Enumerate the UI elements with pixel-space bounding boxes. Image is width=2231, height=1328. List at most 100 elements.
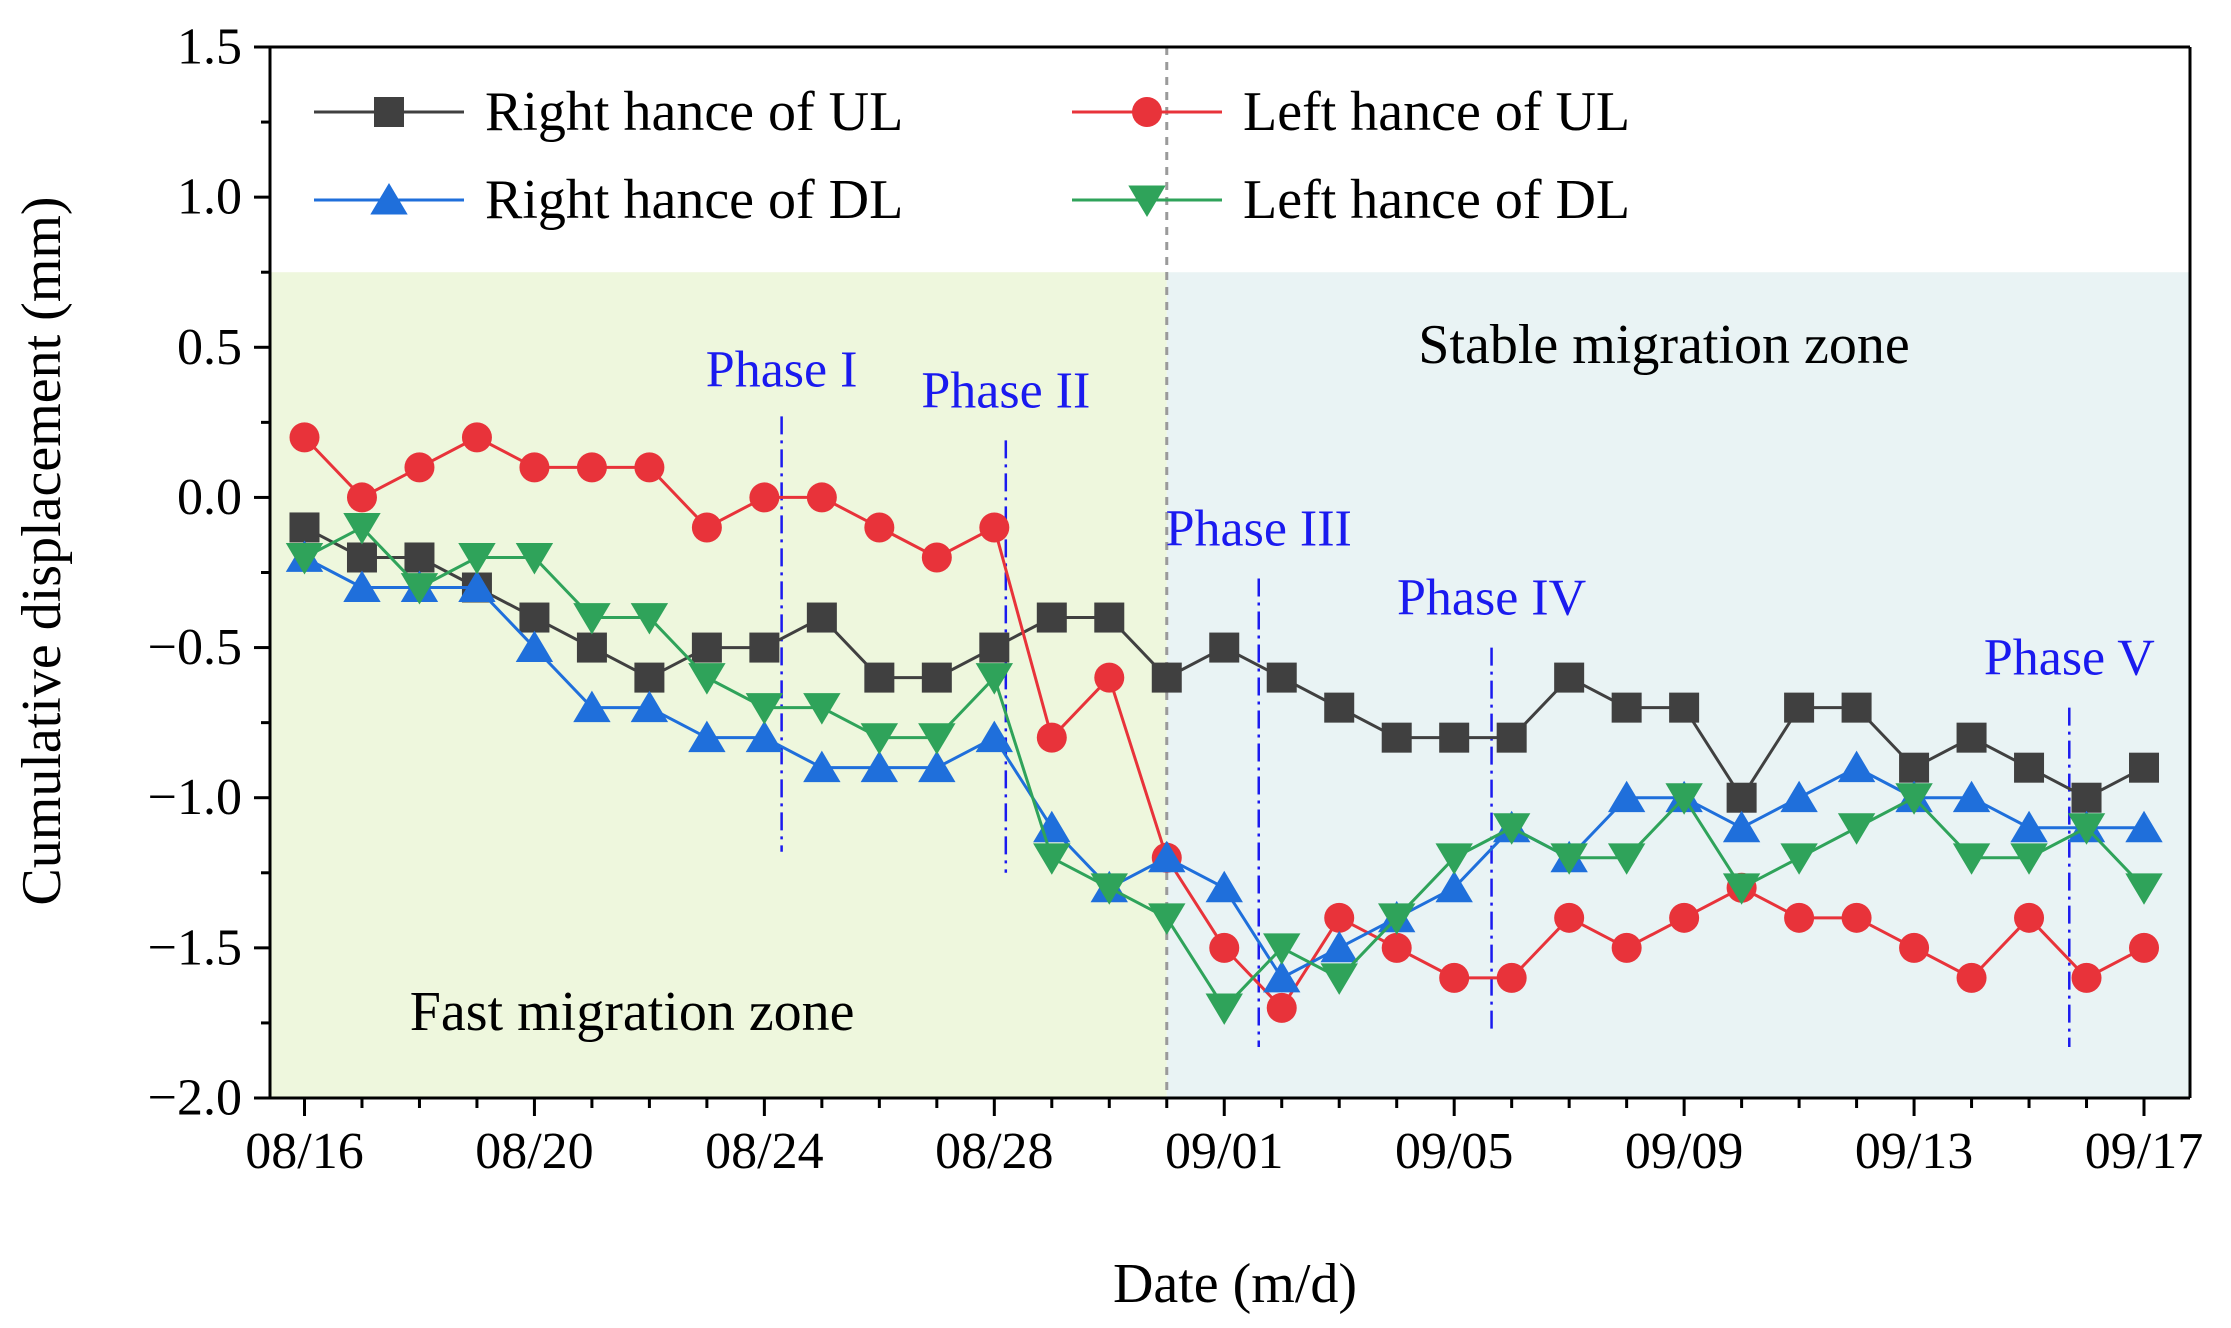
phase-label-2: Phase II [921, 362, 1090, 419]
data-point [688, 663, 726, 695]
legend-marker [374, 97, 404, 127]
data-point [1205, 993, 1243, 1025]
data-point [1209, 632, 1240, 663]
data-point [1550, 843, 1588, 875]
legend-label: Left hance of UL [1243, 81, 1630, 143]
y-tick-label: −1.0 [148, 769, 242, 826]
data-point [343, 513, 381, 545]
data-point [1554, 662, 1585, 693]
data-point [918, 750, 956, 783]
data-point [1956, 722, 1987, 753]
data-point [1263, 933, 1301, 965]
x-tick-label: 09/01 [1165, 1123, 1283, 1180]
x-tick-label: 08/20 [475, 1123, 593, 1180]
data-point [519, 452, 550, 483]
legend-marker [370, 183, 408, 215]
data-point [864, 662, 895, 693]
data-point [1554, 902, 1585, 933]
data-point [2014, 752, 2045, 783]
data-point [1036, 722, 1067, 753]
data-point [404, 452, 435, 483]
data-point [1266, 662, 1297, 693]
data-point [1669, 902, 1700, 933]
data-point [573, 690, 611, 723]
data-point [2071, 962, 2102, 993]
data-point [1094, 602, 1125, 633]
x-tick-label: 09/13 [1855, 1123, 1973, 1180]
x-tick-label: 08/16 [245, 1123, 363, 1180]
legend-item-4: Left hance of DL [1072, 169, 1630, 231]
data-point [1611, 692, 1642, 723]
data-point [1496, 722, 1527, 753]
y-axis-label: Cumulative displacement (mm) [11, 196, 73, 905]
data-point [2014, 902, 2045, 933]
y-tick-label: −1.5 [148, 919, 242, 976]
data-point [2129, 932, 2160, 963]
data-point [630, 690, 669, 723]
data-point [515, 543, 554, 575]
data-point [285, 543, 324, 575]
y-tick-label: 0.0 [177, 469, 242, 526]
data-point [458, 543, 496, 575]
data-point [1784, 902, 1815, 933]
data-point [1205, 870, 1243, 903]
data-point [1439, 722, 1470, 753]
data-point [2071, 782, 2102, 813]
x-axis-label: Date (m/d) [1113, 1253, 1357, 1315]
data-series [285, 422, 2163, 1025]
data-point [1899, 932, 1930, 963]
series-2 [289, 422, 2160, 1023]
zone-label-stable: Stable migration zone [1418, 314, 1909, 376]
data-point [1320, 963, 1358, 995]
data-point [860, 723, 899, 755]
data-point [688, 720, 726, 753]
x-tick-label: 09/17 [2085, 1123, 2203, 1180]
data-point [860, 750, 899, 783]
data-point [1090, 873, 1128, 905]
data-point [1607, 780, 1646, 813]
data-point [918, 723, 956, 755]
legend-item-2: Left hance of UL [1072, 81, 1630, 143]
data-point [1439, 962, 1470, 993]
data-point [1895, 783, 1933, 815]
data-point [1611, 932, 1642, 963]
data-point [803, 750, 841, 783]
data-point [979, 632, 1010, 663]
data-point [2125, 810, 2163, 843]
data-point [1952, 780, 1991, 813]
phase-label-4: Phase IV [1397, 570, 1586, 627]
data-point [2010, 810, 2048, 843]
legend-item-1: Right hance of UL [314, 81, 903, 143]
phase-label-5: Phase V [1984, 630, 2155, 687]
legend: Right hance of UL Left hance of UL Right h… [314, 81, 1630, 231]
data-point [1607, 843, 1646, 875]
x-tick-label: 08/24 [705, 1123, 823, 1180]
data-point [1841, 902, 1872, 933]
data-point [400, 573, 439, 605]
axes: −2.0 −1.5 −1.0 −0.5 0.0 0.5 1.0 1.5 08/16 08/20 08… [148, 19, 2204, 1181]
data-point [2125, 873, 2163, 905]
data-point [1381, 722, 1412, 753]
data-point [289, 512, 320, 543]
data-point [979, 512, 1010, 543]
data-point [1320, 930, 1358, 963]
data-point [1956, 962, 1987, 993]
x-tick-label: 08/28 [935, 1123, 1053, 1180]
x-tick-label: 09/09 [1625, 1123, 1743, 1180]
data-point [806, 482, 837, 513]
data-point [346, 482, 377, 513]
legend-label: Left hance of DL [1243, 169, 1630, 231]
data-point [576, 632, 607, 663]
data-point [289, 422, 320, 453]
data-point [921, 542, 952, 573]
data-point [1151, 662, 1182, 693]
data-point [2067, 813, 2106, 845]
series-1 [289, 512, 2160, 813]
data-point [1784, 692, 1815, 723]
data-point [1036, 602, 1067, 633]
data-point [1324, 902, 1355, 933]
data-point [1266, 992, 1297, 1023]
data-point [1033, 843, 1071, 875]
data-point [634, 452, 665, 483]
